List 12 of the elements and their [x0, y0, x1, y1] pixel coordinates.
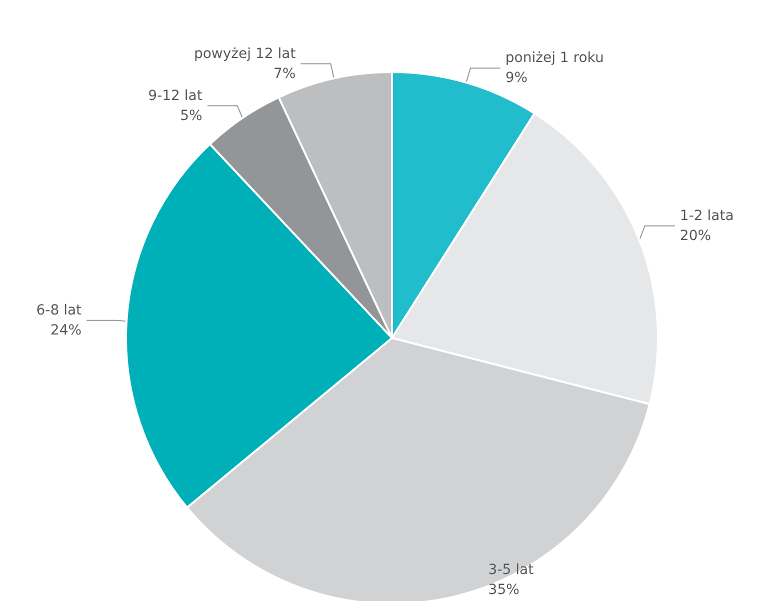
slice-label: 1-2 lata: [680, 208, 734, 224]
data-label: 24%: [50, 322, 82, 338]
slice-label: poniżej 1 roku: [505, 50, 604, 66]
data-label: 9%: [505, 70, 528, 86]
data-label: 5%: [180, 108, 202, 124]
data-label: 35%: [488, 582, 520, 598]
slice-label: 9-12 lat: [148, 88, 203, 104]
slice-label: powyżej 12 lat: [194, 46, 296, 62]
data-label: 20%: [680, 228, 712, 244]
data-label: 7%: [273, 66, 296, 82]
slice-label: 3-5 lat: [488, 562, 534, 578]
slice-label: 6-8 lat: [36, 302, 82, 318]
